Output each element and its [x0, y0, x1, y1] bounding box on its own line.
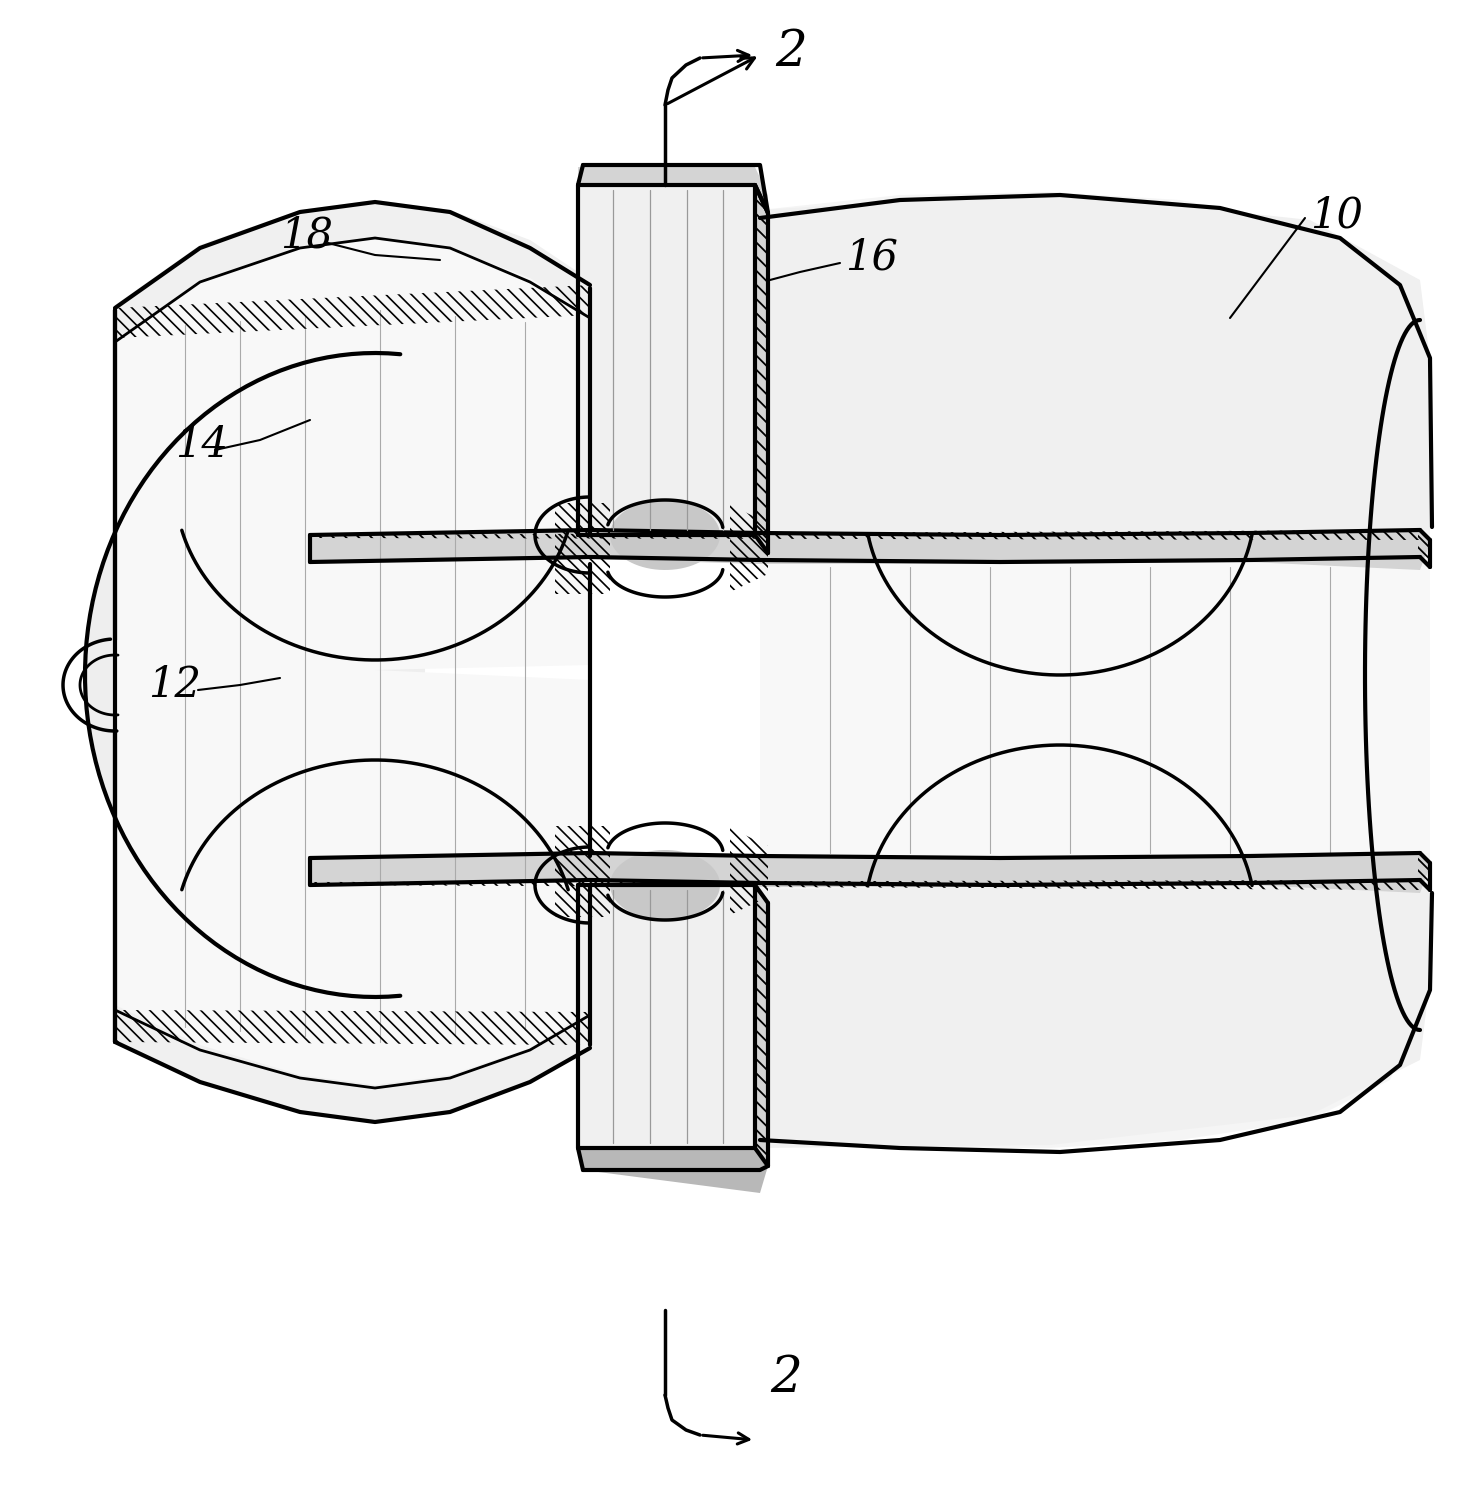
- Polygon shape: [577, 885, 756, 1148]
- Text: 14: 14: [175, 425, 228, 465]
- Polygon shape: [115, 1005, 591, 1123]
- Polygon shape: [309, 530, 1430, 570]
- Polygon shape: [756, 184, 767, 553]
- Text: 12: 12: [147, 663, 200, 706]
- Polygon shape: [577, 187, 767, 230]
- Polygon shape: [87, 355, 426, 996]
- Polygon shape: [610, 500, 720, 570]
- Polygon shape: [577, 168, 767, 215]
- Text: 2: 2: [775, 27, 807, 77]
- Polygon shape: [115, 202, 591, 1123]
- Text: 16: 16: [846, 237, 899, 280]
- Polygon shape: [760, 879, 1430, 1148]
- Polygon shape: [309, 854, 1430, 893]
- Polygon shape: [760, 562, 1430, 860]
- Polygon shape: [760, 192, 1430, 1148]
- Text: 18: 18: [280, 215, 333, 255]
- Polygon shape: [577, 1148, 767, 1194]
- Polygon shape: [756, 885, 767, 1166]
- Polygon shape: [760, 192, 1430, 535]
- Text: 2: 2: [770, 1354, 801, 1402]
- Polygon shape: [115, 199, 591, 340]
- Text: 10: 10: [1309, 193, 1363, 236]
- Polygon shape: [577, 184, 756, 535]
- Polygon shape: [610, 851, 720, 920]
